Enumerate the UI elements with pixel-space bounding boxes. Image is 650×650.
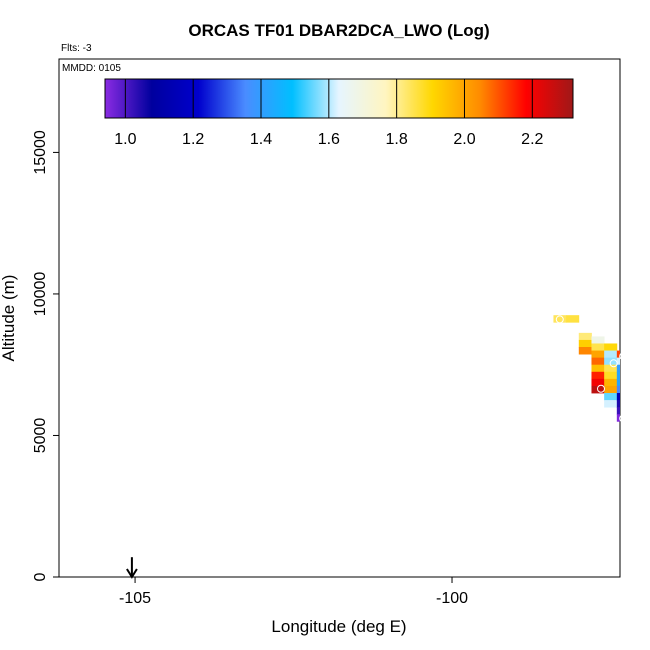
heatmap-cell bbox=[616, 350, 620, 359]
heatmap-cell bbox=[616, 364, 620, 373]
heatmap-cell bbox=[604, 400, 618, 408]
date-label: MMDD: 0105 bbox=[62, 63, 121, 74]
y-tick-label: 15000 bbox=[32, 130, 49, 175]
y-axis-label: Altitude (m) bbox=[0, 275, 18, 362]
heatmap-cell bbox=[604, 371, 618, 380]
start-arrow-icon bbox=[126, 557, 138, 579]
heatmap-cell bbox=[616, 393, 620, 401]
heatmap-cell bbox=[604, 343, 618, 351]
heatmap-cell bbox=[566, 315, 580, 323]
y-tick-label: 10000 bbox=[32, 272, 49, 317]
marker-circles bbox=[555, 315, 628, 423]
heatmap-cell bbox=[591, 371, 605, 380]
colorbar-tick-label: 2.0 bbox=[453, 131, 475, 148]
x-axis-label: Longitude (deg E) bbox=[271, 617, 406, 636]
x-tick-label: -100 bbox=[436, 590, 468, 607]
y-tick-label: 0 bbox=[32, 572, 49, 581]
heatmap-cell bbox=[591, 357, 605, 366]
heatmap-cell bbox=[604, 364, 618, 373]
heatmap-cell bbox=[616, 371, 620, 380]
heatmap-cell bbox=[616, 414, 620, 422]
heatmap-cell bbox=[591, 378, 605, 387]
y-tick-label: 5000 bbox=[32, 418, 49, 454]
colorbar: 1.0 1.2 1.4 1.6 1.8 2.0 2.2 bbox=[104, 78, 574, 148]
colorbar-gradient bbox=[104, 78, 574, 119]
flights-label: Flts: -3 bbox=[61, 43, 92, 54]
y-axis: 0 5000 10000 15000 bbox=[32, 130, 59, 581]
colorbar-tick-label: 2.2 bbox=[521, 131, 543, 148]
heatmap-cells bbox=[553, 315, 620, 422]
heatmap-cell bbox=[616, 400, 620, 408]
colorbar-ticks: 1.0 1.2 1.4 1.6 1.8 2.0 2.2 bbox=[114, 79, 544, 148]
colorbar-tick-label: 1.8 bbox=[386, 131, 408, 148]
heatmap-cell bbox=[616, 407, 620, 415]
colorbar-tick-label: 1.6 bbox=[318, 131, 340, 148]
heatmap-cell bbox=[591, 350, 605, 359]
heatmap-cell bbox=[578, 332, 592, 341]
marker-circle bbox=[619, 414, 628, 423]
x-tick-label: -105 bbox=[119, 590, 151, 607]
plot-frame bbox=[58, 58, 621, 578]
marker-circle bbox=[555, 315, 564, 324]
heatmap-cell bbox=[591, 336, 605, 344]
marker-circle bbox=[609, 359, 618, 368]
chart-title: ORCAS TF01 DBAR2DCA_LWO (Log) bbox=[188, 21, 489, 40]
colorbar-tick-label: 1.2 bbox=[182, 131, 204, 148]
heatmap-cell bbox=[604, 350, 618, 359]
heatmap-cell bbox=[616, 378, 620, 387]
heatmap-cell bbox=[604, 378, 618, 387]
arrow-head bbox=[126, 568, 138, 579]
heatmap-cell bbox=[578, 339, 592, 348]
heatmap-cell bbox=[591, 364, 605, 373]
marker-circle bbox=[596, 384, 605, 393]
colorbar-tick-label: 1.4 bbox=[250, 131, 272, 148]
colorbar-tick-label: 1.0 bbox=[114, 131, 136, 148]
heatmap-cell bbox=[578, 347, 592, 355]
heatmap-cell bbox=[591, 343, 605, 351]
marker-circle bbox=[619, 352, 628, 361]
x-axis: -105 -100 bbox=[119, 577, 468, 607]
heatmap-cell bbox=[553, 315, 567, 323]
heatmap-cell bbox=[604, 385, 618, 394]
heatmap-cell bbox=[616, 357, 620, 366]
heatmap-cell bbox=[604, 393, 618, 401]
heatmap-cell bbox=[616, 385, 620, 394]
